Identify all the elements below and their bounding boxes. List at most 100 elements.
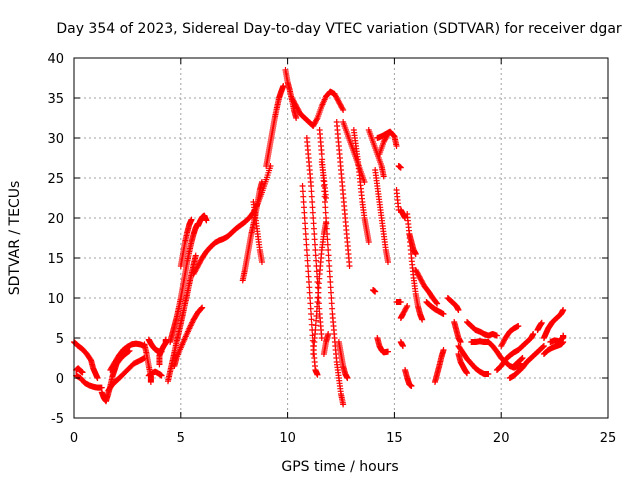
- y-axis-title: SDTVAR / TECUs: [7, 181, 23, 296]
- data-point-marker: [314, 284, 321, 291]
- data-point-marker: [419, 316, 426, 323]
- data-point-marker: [365, 239, 372, 245]
- data-point-marker: [313, 257, 320, 264]
- data-point-marker: [79, 369, 86, 376]
- data-point-marker: [412, 251, 419, 257]
- data-point-marker: [540, 343, 547, 350]
- data-point-marker: [384, 132, 391, 139]
- data-point-marker: [94, 375, 101, 381]
- data-point-marker: [301, 209, 308, 216]
- data-point-marker: [310, 225, 317, 232]
- data-point-marker: [327, 279, 334, 285]
- data-point-marker: [302, 225, 309, 232]
- data-point-marker: [318, 335, 325, 341]
- data-point-marker: [315, 295, 322, 301]
- data-point-marker: [310, 215, 317, 221]
- data-point-marker: [493, 332, 500, 339]
- data-point-marker: [397, 299, 404, 305]
- data-point-marker: [323, 215, 330, 221]
- x-axis-title: GPS time / hours: [281, 459, 398, 475]
- series-t27: [318, 159, 330, 201]
- data-point-marker: [314, 371, 321, 378]
- data-point-marker: [518, 355, 525, 362]
- series-t02: [73, 372, 105, 391]
- data-point-marker: [303, 241, 310, 248]
- data-point-marker: [380, 173, 387, 180]
- data-point-marker: [308, 193, 315, 200]
- data-point-marker: [307, 295, 314, 301]
- data-point-marker: [325, 252, 332, 259]
- y-tick-label: 0: [56, 372, 64, 387]
- data-point-marker: [303, 236, 310, 243]
- data-point-marker: [311, 236, 318, 243]
- x-tick-label: 0: [70, 431, 78, 446]
- data-point-marker: [304, 257, 311, 264]
- data-point-marker: [322, 204, 329, 211]
- series-t47: [412, 267, 441, 307]
- data-point-marker: [325, 331, 332, 337]
- series-t44: [402, 367, 415, 389]
- data-point-marker: [307, 305, 314, 312]
- data-point-marker: [308, 188, 315, 195]
- y-tick-label: 25: [47, 172, 64, 187]
- data-point-marker: [339, 105, 346, 112]
- data-point-marker: [325, 247, 332, 253]
- x-tick-label: 15: [386, 431, 403, 446]
- data-point-marker: [326, 263, 333, 269]
- series-t21: [288, 88, 347, 129]
- series-t20: [282, 67, 300, 121]
- data-point-marker: [403, 304, 410, 311]
- data-point-marker: [126, 347, 133, 354]
- y-tick-label: 40: [47, 52, 64, 67]
- series-t60: [511, 355, 526, 369]
- data-point-marker: [313, 268, 320, 275]
- data-point-marker: [293, 115, 300, 121]
- series-t38: [393, 187, 402, 213]
- data-point-marker: [397, 164, 404, 171]
- data-point-marker: [344, 375, 351, 381]
- series-t12: [167, 220, 201, 345]
- y-tick-label: 30: [47, 132, 64, 147]
- data-point-marker: [302, 231, 309, 237]
- data-point-marker: [340, 401, 347, 408]
- data-point-marker: [323, 225, 330, 232]
- data-point-marker: [457, 339, 464, 345]
- data-point-marker: [307, 300, 314, 307]
- x-tick-label: 25: [600, 431, 617, 446]
- data-point-marker: [538, 319, 545, 326]
- data-point-marker: [308, 316, 315, 323]
- data-point-marker: [434, 300, 441, 307]
- data-point-marker: [300, 199, 307, 205]
- data-point-marker: [308, 321, 315, 328]
- data-point-marker: [324, 236, 331, 243]
- data-point-marker: [329, 305, 336, 312]
- data-point-marker: [323, 195, 330, 201]
- y-tick-label: 5: [56, 332, 64, 347]
- data-point-marker: [158, 372, 165, 379]
- y-tick-label: 35: [47, 92, 64, 107]
- data-point-marker: [325, 257, 332, 264]
- data-point-marker: [515, 323, 522, 329]
- series-t35: [370, 287, 379, 295]
- data-point-marker: [309, 199, 316, 205]
- data-point-marker: [308, 183, 315, 189]
- series-t61: [534, 319, 545, 333]
- data-point-marker: [280, 83, 287, 89]
- data-point-marker: [198, 305, 205, 312]
- data-point-marker: [324, 241, 331, 248]
- data-point-marker: [302, 220, 309, 227]
- series-t64: [547, 332, 567, 345]
- series-t48: [423, 299, 447, 317]
- data-point-marker: [188, 216, 195, 223]
- series-t43: [397, 303, 411, 321]
- series-t29: [335, 339, 351, 381]
- data-point-marker: [323, 220, 330, 227]
- data-point-marker: [199, 304, 206, 311]
- series-t59: [506, 343, 547, 381]
- series-t54: [464, 319, 500, 339]
- series-t62: [540, 307, 567, 341]
- series-t24: [310, 219, 330, 357]
- data-point-marker: [313, 116, 320, 123]
- data-point-marker: [203, 217, 210, 224]
- series-t57: [498, 323, 522, 349]
